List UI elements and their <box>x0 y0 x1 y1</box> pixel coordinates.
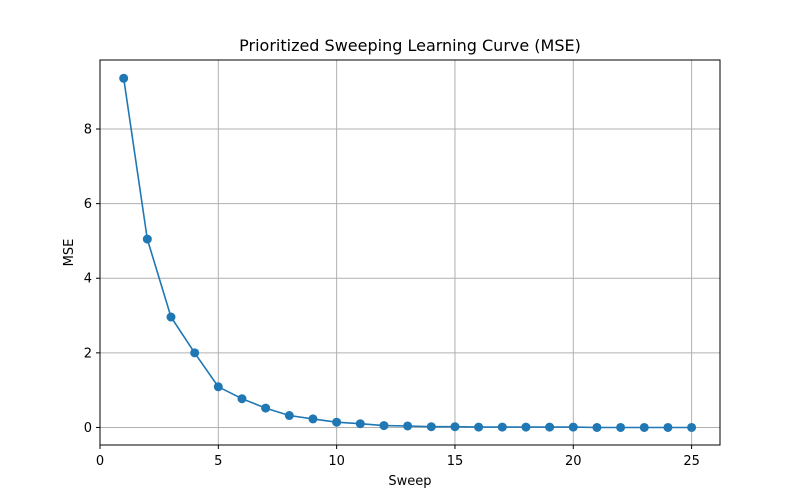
data-point-1 <box>119 73 129 83</box>
x-tick-label: 5 <box>214 454 222 469</box>
plot-frame <box>99 59 721 446</box>
data-point-10 <box>332 417 342 427</box>
x-axis-title: Sweep <box>388 474 431 489</box>
data-point-22 <box>616 422 626 432</box>
data-point-20 <box>568 422 578 432</box>
data-point-7 <box>261 403 271 413</box>
data-point-19 <box>545 422 555 432</box>
y-tick-label: 0 <box>84 421 92 436</box>
x-tick-label: 0 <box>96 454 104 469</box>
data-point-15 <box>450 422 460 432</box>
data-point-13 <box>403 421 413 431</box>
y-tick-label: 2 <box>84 346 92 361</box>
data-point-17 <box>497 422 507 432</box>
x-tick-label: 20 <box>565 454 582 469</box>
data-point-3 <box>166 312 176 322</box>
data-point-12 <box>379 421 389 431</box>
y-axis-title: MSE <box>62 239 77 267</box>
data-point-14 <box>426 422 436 432</box>
data-point-9 <box>308 414 318 424</box>
grid <box>99 60 720 445</box>
y-tick-label: 8 <box>84 123 92 138</box>
data-point-23 <box>639 422 649 432</box>
x-axis-ticks: 0 5 10 15 20 25 <box>96 445 700 469</box>
y-tick-label: 6 <box>84 197 92 212</box>
y-tick-label: 4 <box>84 272 92 287</box>
x-tick-label: 25 <box>683 454 700 469</box>
series-layer <box>119 73 697 432</box>
series-line <box>122 78 692 429</box>
chart-title: Prioritized Sweeping Learning Curve (MSE… <box>239 36 581 55</box>
data-point-4 <box>190 348 200 358</box>
data-point-11 <box>355 419 365 429</box>
data-point-21 <box>592 422 602 432</box>
x-tick-label: 15 <box>447 454 464 469</box>
data-point-8 <box>284 411 294 421</box>
y-axis-ticks: 0 2 4 6 8 <box>84 123 100 436</box>
data-point-5 <box>213 382 223 392</box>
data-point-16 <box>474 422 484 432</box>
data-point-25 <box>687 422 697 432</box>
x-tick-label: 10 <box>328 454 345 469</box>
data-point-6 <box>237 394 247 404</box>
data-point-18 <box>521 422 531 432</box>
data-point-24 <box>663 422 673 432</box>
data-point-2 <box>142 234 152 244</box>
